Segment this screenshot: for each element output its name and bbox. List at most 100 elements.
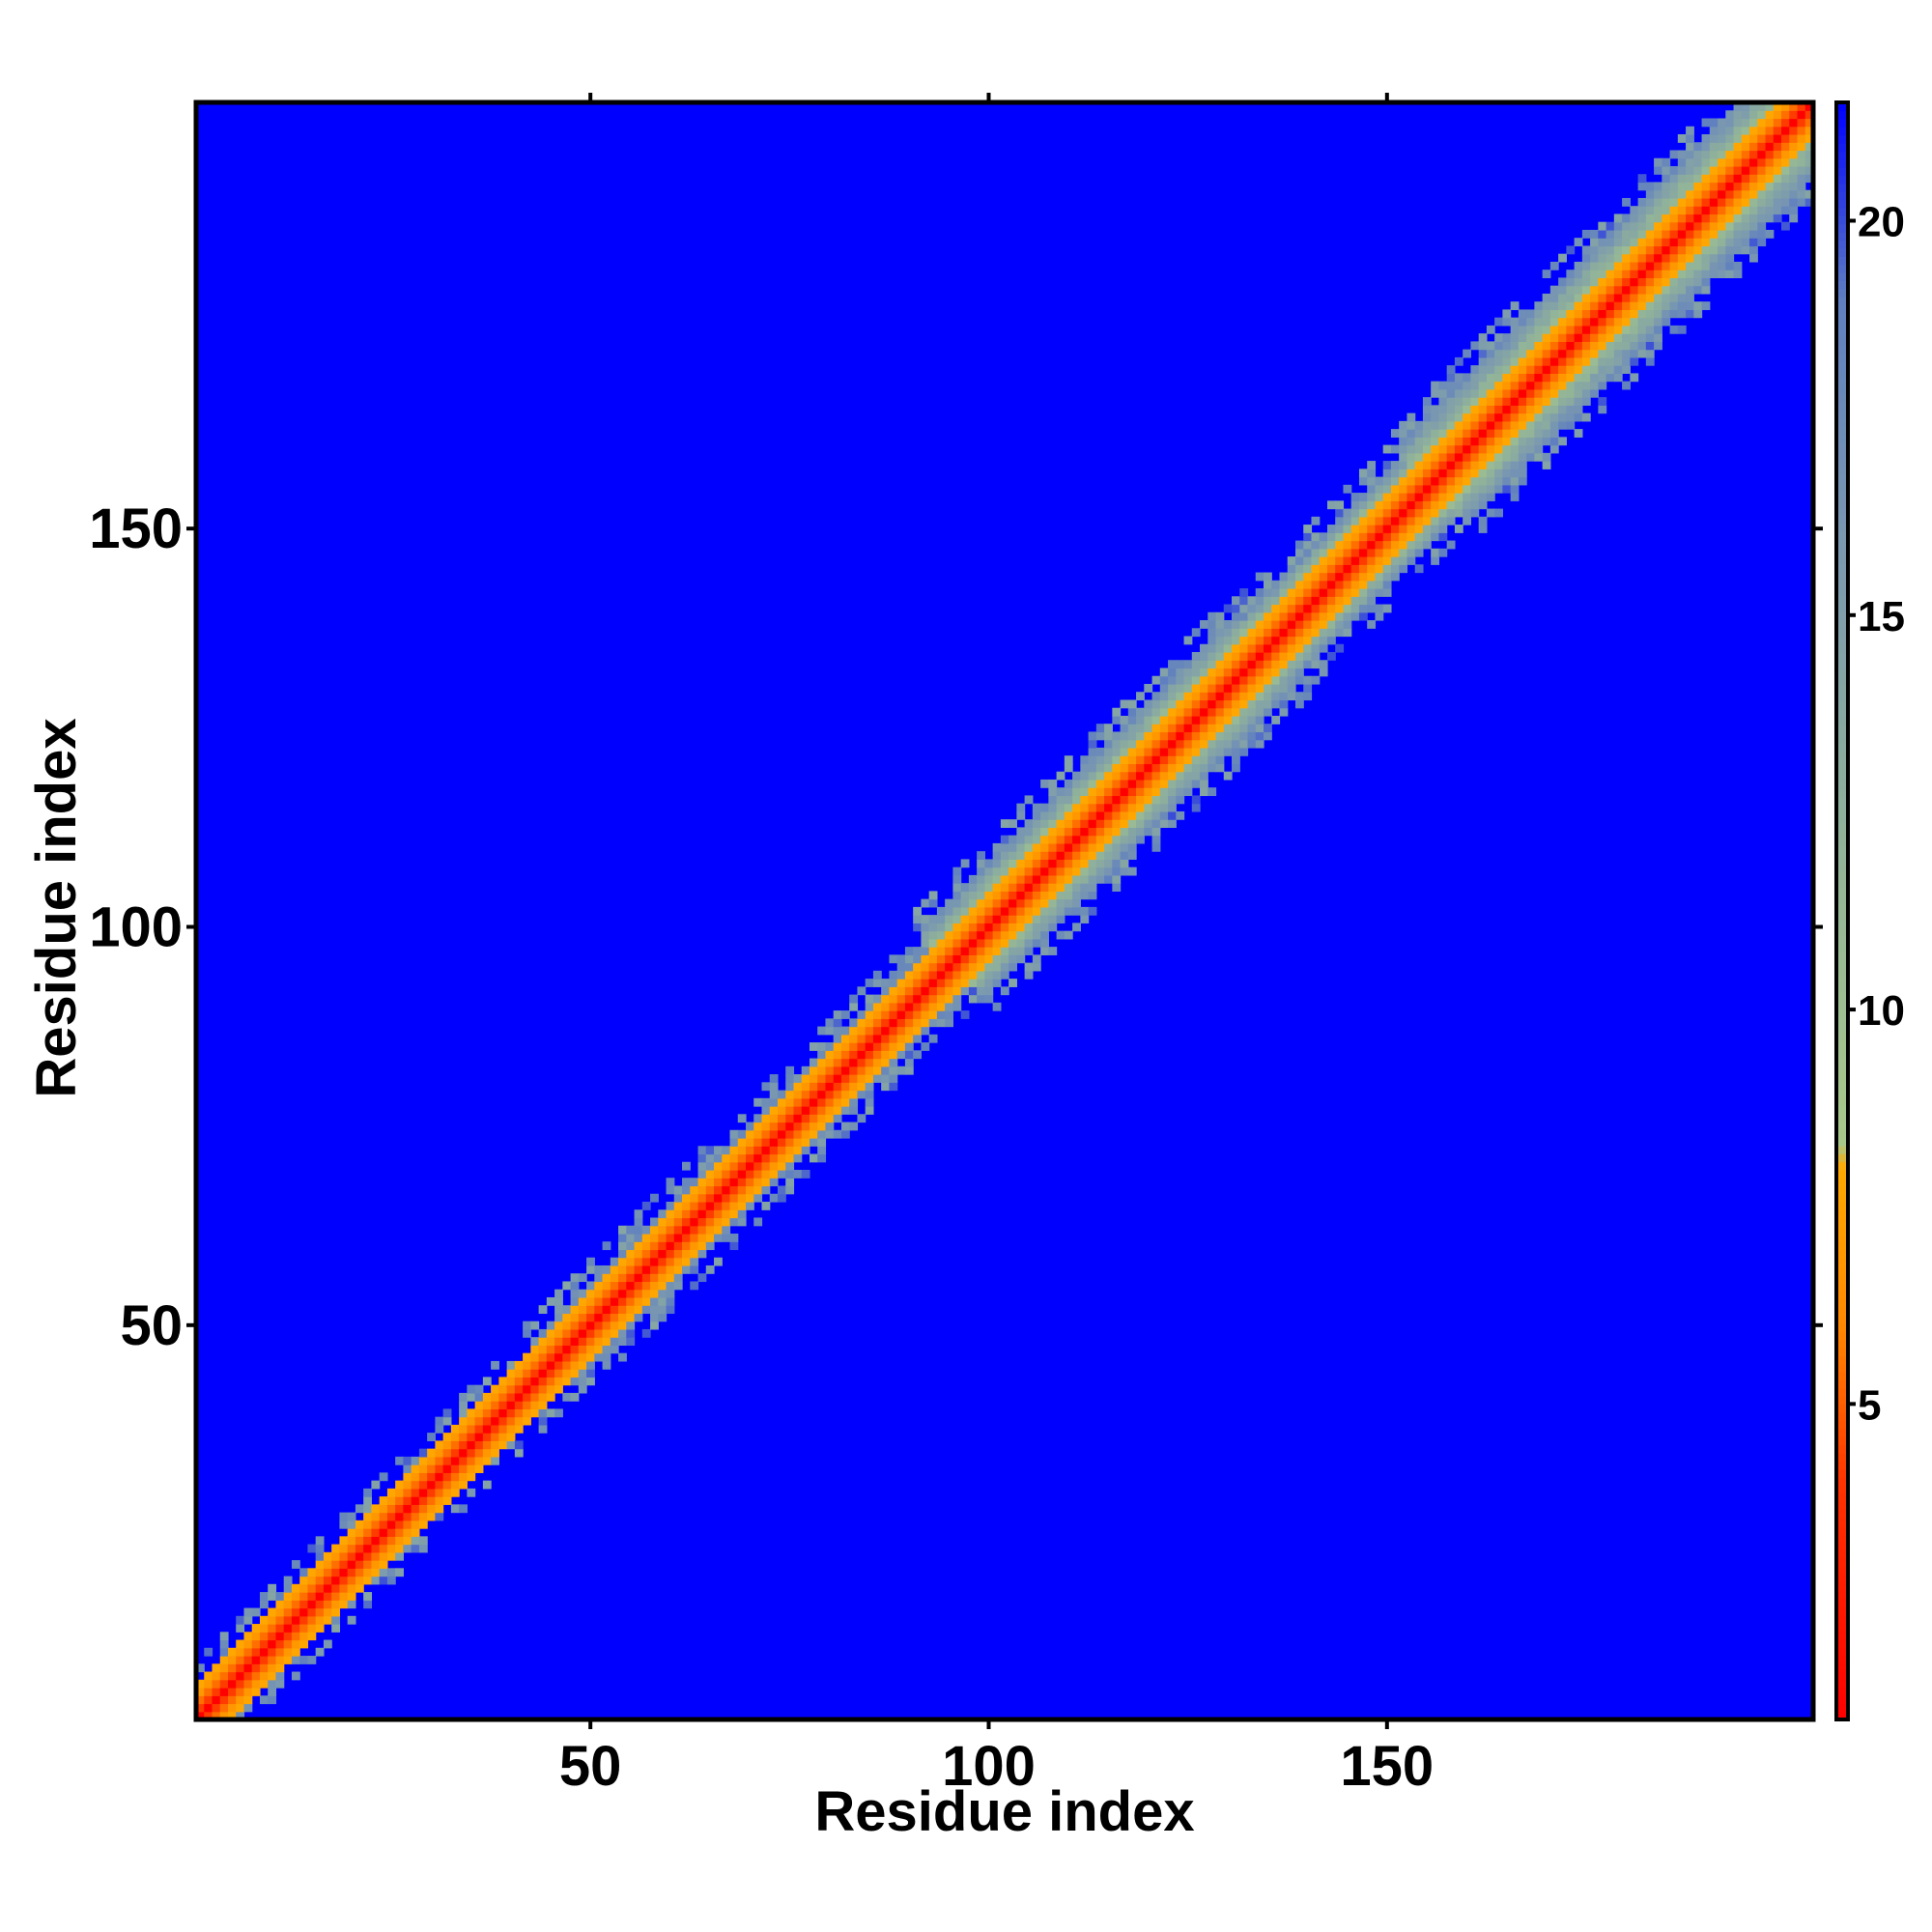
heatmap-cell xyxy=(1630,277,1639,287)
heatmap-cell xyxy=(1208,747,1217,756)
heatmap-cell xyxy=(418,1504,428,1514)
heatmap-cell xyxy=(769,1170,779,1179)
heatmap-cell xyxy=(904,954,914,964)
heatmap-cell xyxy=(1709,197,1719,207)
heatmap-cell xyxy=(570,1360,580,1370)
heatmap-cell xyxy=(1208,755,1217,765)
heatmap-cell xyxy=(840,1090,850,1099)
heatmap-cell xyxy=(546,1408,555,1418)
heatmap-cell xyxy=(1534,444,1544,454)
heatmap-cell xyxy=(881,1074,891,1083)
heatmap-cell xyxy=(1431,381,1440,390)
heatmap-cell xyxy=(1701,261,1711,270)
heatmap-cell xyxy=(682,1264,691,1274)
heatmap-cell xyxy=(1566,270,1576,279)
heatmap-cell xyxy=(872,1026,882,1036)
heatmap-cell xyxy=(1183,715,1193,724)
heatmap-cell xyxy=(570,1369,580,1378)
heatmap-cell xyxy=(1463,437,1472,446)
heatmap-cell xyxy=(268,1592,277,1601)
heatmap-cell xyxy=(196,1703,205,1713)
heatmap-cell xyxy=(1048,859,1058,868)
heatmap-cell xyxy=(1072,795,1081,805)
heatmap-cell xyxy=(769,1138,779,1147)
heatmap-cell xyxy=(1502,469,1512,478)
heatmap-cell xyxy=(793,1114,803,1123)
heatmap-cell xyxy=(418,1512,428,1521)
heatmap-cell xyxy=(1725,142,1735,152)
heatmap-cell xyxy=(913,962,923,972)
heatmap-cell xyxy=(204,1671,213,1681)
heatmap-cell xyxy=(1406,493,1416,501)
heatmap-cell xyxy=(1645,277,1655,287)
heatmap-cell xyxy=(1701,182,1711,191)
heatmap-cell xyxy=(1765,174,1775,184)
heatmap-cell xyxy=(1048,779,1058,788)
heatmap-cell xyxy=(801,1122,810,1131)
heatmap-cell xyxy=(562,1392,572,1402)
heatmap-cell xyxy=(921,1042,930,1051)
heatmap-cell xyxy=(1733,229,1743,239)
heatmap-cell xyxy=(594,1273,604,1283)
heatmap-cell xyxy=(1208,660,1217,669)
heatmap-cell xyxy=(291,1592,300,1601)
heatmap-cell xyxy=(1232,675,1240,685)
heatmap-cell xyxy=(268,1679,277,1689)
heatmap-cell xyxy=(1510,373,1520,383)
heatmap-cell xyxy=(1622,213,1631,223)
heatmap-cell xyxy=(1200,692,1208,701)
heatmap-cell xyxy=(1598,277,1607,287)
heatmap-cell xyxy=(729,1138,739,1147)
heatmap-cell xyxy=(968,883,978,892)
heatmap-cell xyxy=(1358,476,1368,486)
heatmap-cell xyxy=(984,947,994,955)
heatmap-cell xyxy=(1127,724,1137,733)
heatmap-cell xyxy=(1637,293,1647,302)
heatmap-cell xyxy=(1622,341,1631,351)
heatmap-cell xyxy=(666,1249,675,1259)
heatmap-cell xyxy=(315,1576,325,1585)
heatmap-cell xyxy=(1518,420,1527,430)
heatmap-cell xyxy=(1510,388,1520,398)
heatmap-cell xyxy=(379,1568,388,1577)
heatmap-cell xyxy=(777,1146,786,1155)
heatmap-cell xyxy=(1264,699,1272,709)
heatmap-cell xyxy=(666,1233,675,1242)
heatmap-cell xyxy=(1382,525,1392,533)
heatmap-cell xyxy=(1208,620,1217,629)
heatmap-cell xyxy=(1438,461,1448,469)
heatmap-cell xyxy=(1168,763,1177,773)
heatmap-cell xyxy=(1733,189,1743,199)
heatmap-cell xyxy=(459,1504,468,1514)
heatmap-cell xyxy=(1367,556,1377,565)
heatmap-cell xyxy=(363,1544,373,1553)
heatmap-cell xyxy=(1574,412,1583,422)
heatmap-cell xyxy=(1382,580,1392,589)
heatmap-cell xyxy=(1127,867,1137,876)
heatmap-cell xyxy=(1200,620,1208,629)
heatmap-cell xyxy=(283,1615,293,1625)
heatmap-cell xyxy=(952,938,962,948)
heatmap-cell xyxy=(1613,293,1623,302)
heatmap-cell xyxy=(562,1352,572,1362)
heatmap-cell xyxy=(928,954,938,964)
heatmap-cell xyxy=(968,979,978,987)
heatmap-cell xyxy=(641,1257,651,1266)
heatmap-cell xyxy=(1654,325,1662,334)
heatmap-cell xyxy=(307,1607,317,1617)
heatmap-cell xyxy=(514,1401,524,1409)
heatmap-cell xyxy=(1136,810,1145,820)
heatmap-cell xyxy=(1343,564,1352,574)
heatmap-cell xyxy=(1088,771,1097,781)
heatmap-cell xyxy=(1144,739,1153,749)
heatmap-cell xyxy=(1431,476,1440,486)
heatmap-cell xyxy=(1056,795,1065,805)
heatmap-cell xyxy=(729,1170,739,1179)
colorbar-segment xyxy=(1836,693,1848,702)
heatmap-cell xyxy=(1151,787,1161,797)
heatmap-cell xyxy=(1208,763,1217,773)
heatmap-cell xyxy=(1630,206,1639,215)
heatmap-cell xyxy=(714,1209,723,1219)
heatmap-cell xyxy=(1542,341,1551,351)
heatmap-cell xyxy=(474,1433,484,1441)
